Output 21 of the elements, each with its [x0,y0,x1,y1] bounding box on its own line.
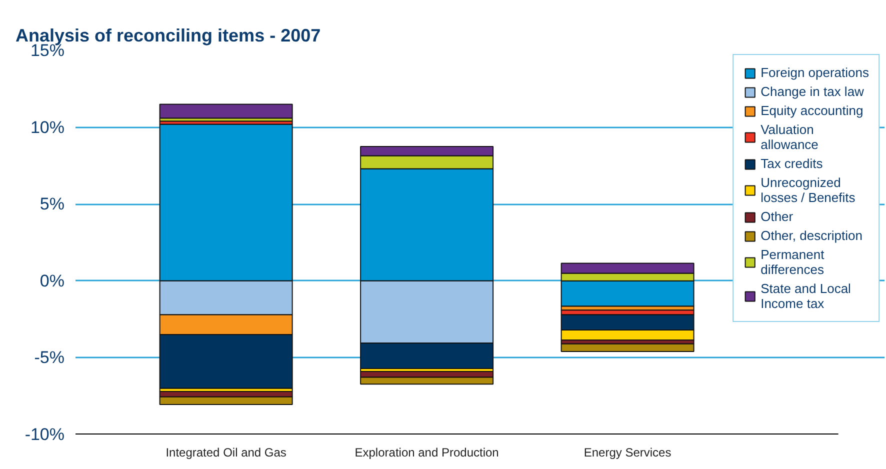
legend-label: Unrecognized losses / Benefits [760,175,856,205]
legend-label: State and Local Income tax [760,281,851,311]
legend-label: Equity accounting [760,103,864,118]
y-tick-label: 10% [30,118,65,137]
x-tick-label: Integrated Oil and Gas [166,446,286,460]
y-tick-label: -5% [34,348,65,368]
y-tick-label: -10% [24,425,64,444]
x-tick-label: Exploration and Production [354,446,499,460]
legend-label: Permanent differences [760,247,824,277]
chart-title: Analysis of reconciling items - 2007 [16,26,321,46]
legend-label: Change in tax law [760,84,864,99]
x-tick-label: Energy Services [584,446,672,460]
legend-label: Valuation allowance [760,122,818,152]
y-tick-label: 5% [40,194,65,214]
y-tick-label: 0% [40,271,65,290]
legend-label: Foreign operations [760,65,869,80]
bar [560,343,694,352]
bar [159,104,293,119]
legend-label: Other, description [760,228,862,243]
legend-label: Tax credits [760,156,823,171]
legend-label: Other [760,209,794,224]
